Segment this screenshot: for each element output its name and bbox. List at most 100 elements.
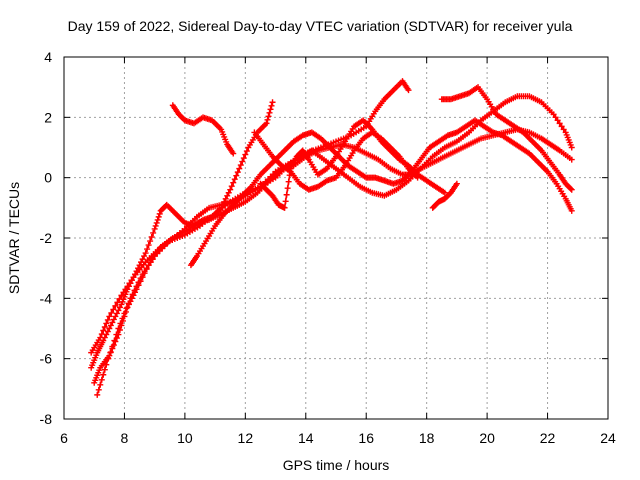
data-point: [265, 113, 272, 120]
data-point: [124, 283, 131, 290]
data-point: [567, 185, 574, 192]
data-point: [556, 120, 563, 127]
x-tick-label: 20: [479, 430, 495, 446]
data-point: [117, 320, 124, 327]
data-point: [282, 198, 289, 205]
data-point: [147, 259, 154, 266]
data-point: [139, 256, 146, 263]
data-point: [114, 299, 121, 306]
y-tick-label: 2: [44, 109, 52, 125]
data-point: [145, 242, 152, 249]
x-tick-label: 10: [177, 430, 193, 446]
data-point: [233, 172, 240, 179]
data-point: [106, 313, 113, 320]
data-point: [129, 291, 136, 298]
x-tick-label: 12: [238, 430, 254, 446]
data-point: [112, 302, 119, 309]
y-tick-label: -6: [40, 351, 53, 367]
data-point: [550, 111, 557, 118]
data-point: [110, 306, 117, 313]
data-point: [141, 268, 148, 275]
data-point: [143, 265, 150, 272]
data-point: [100, 371, 107, 378]
data-point: [98, 331, 105, 338]
data-point: [125, 300, 132, 307]
data-point: [104, 316, 111, 323]
y-tick-label: 4: [44, 49, 52, 65]
data-point: [105, 355, 112, 362]
data-point: [141, 253, 148, 260]
data-point: [144, 246, 151, 253]
data-point: [264, 116, 271, 123]
data-point: [222, 195, 229, 202]
data-point: [230, 179, 237, 186]
data-point: [109, 319, 116, 326]
x-tick-label: 14: [298, 430, 314, 446]
data-point: [148, 233, 155, 240]
data-point: [153, 219, 160, 226]
x-axis-label: GPS time / hours: [283, 457, 390, 473]
data-point: [115, 307, 122, 314]
data-series-pass-8: [251, 129, 421, 193]
data-point: [281, 204, 288, 211]
data-point: [110, 316, 117, 323]
grid: [64, 57, 608, 419]
data-point: [112, 313, 119, 320]
data-point: [237, 162, 244, 169]
x-tick-label: 8: [121, 430, 129, 446]
data-point: [284, 185, 291, 192]
data-point: [145, 262, 152, 269]
data-point: [127, 295, 134, 302]
data-point: [98, 376, 105, 383]
data-point: [107, 349, 114, 356]
data-point: [224, 192, 231, 199]
data-point: [97, 381, 104, 388]
data-point: [118, 292, 125, 299]
data-point: [554, 117, 561, 124]
data-point: [119, 315, 126, 322]
data-point: [225, 189, 232, 196]
data-point: [266, 109, 273, 116]
data-point: [414, 174, 421, 181]
data-point: [285, 178, 292, 185]
data-point: [236, 165, 243, 172]
data-point: [97, 334, 104, 341]
data-point: [568, 207, 575, 214]
data-point: [240, 155, 247, 162]
data-point: [156, 210, 163, 217]
data-point: [111, 337, 118, 344]
data-point: [121, 310, 128, 317]
y-tick-label: -8: [40, 411, 53, 427]
data-point: [441, 189, 448, 196]
data-point: [142, 250, 149, 257]
data-series-pass-10: [438, 84, 575, 193]
data-point: [123, 305, 130, 312]
data-point: [243, 148, 250, 155]
data-series-pass-4: [88, 93, 575, 356]
data-point: [107, 322, 114, 329]
data-series-pass-9: [429, 180, 460, 211]
data-point: [126, 280, 133, 287]
x-tick-label: 16: [358, 430, 374, 446]
x-tick-label: 6: [60, 430, 68, 446]
x-tick-label: 24: [600, 430, 616, 446]
data-point: [116, 295, 123, 302]
data-point: [151, 225, 158, 232]
data-point: [552, 114, 559, 121]
data-point: [106, 325, 113, 332]
data-point: [149, 256, 156, 263]
data-series-pass-5: [169, 102, 237, 157]
data-point: [135, 279, 142, 286]
y-axis-label: SDTVAR / TECUs: [6, 182, 22, 294]
data-point: [122, 286, 129, 293]
plot-area: [88, 78, 575, 398]
data-point: [568, 144, 575, 151]
data-point: [108, 309, 115, 316]
data-point: [239, 158, 246, 165]
data-point: [101, 323, 108, 330]
data-point: [155, 213, 162, 220]
data-point: [283, 191, 290, 198]
data-point: [120, 289, 127, 296]
